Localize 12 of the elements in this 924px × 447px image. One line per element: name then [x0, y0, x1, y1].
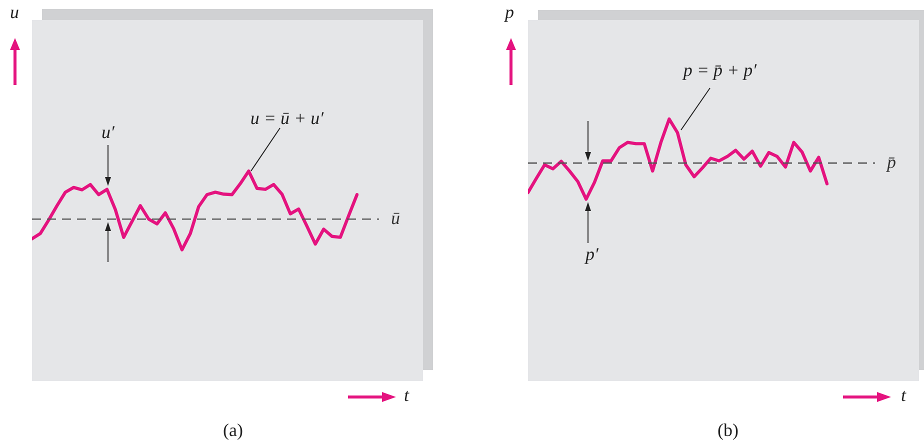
x-axis-title: t: [901, 385, 906, 405]
text: (b): [716, 420, 740, 440]
y-axis-title: u: [10, 2, 19, 22]
text: u = ū + u′: [249, 108, 325, 128]
text: p = p̄ + p′: [681, 60, 758, 80]
x-axis-title: t: [404, 385, 410, 405]
text: (a): [222, 420, 244, 440]
text: p′: [584, 244, 600, 264]
ref-line-label: ū: [391, 208, 400, 228]
text: u′: [100, 122, 116, 142]
y-axis-title: p: [505, 2, 514, 22]
ref-line-label: p̄: [885, 152, 896, 172]
